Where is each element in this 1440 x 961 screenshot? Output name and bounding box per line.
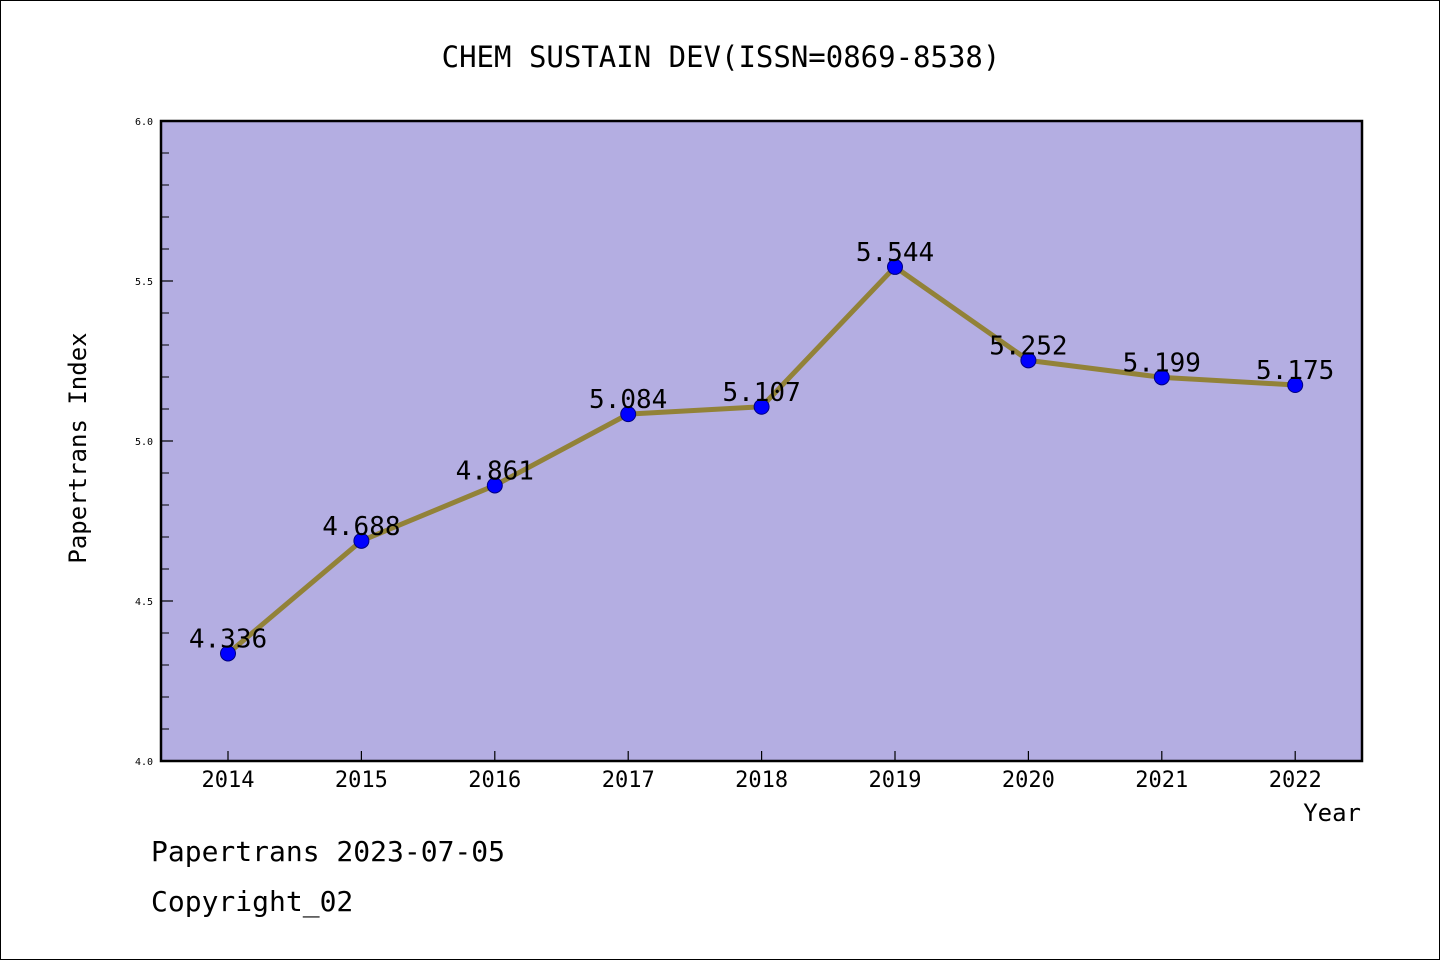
data-label: 5.252 xyxy=(989,331,1067,361)
x-tick-label: 2021 xyxy=(1135,768,1188,793)
data-label: 4.336 xyxy=(189,624,267,654)
data-label: 5.544 xyxy=(856,238,934,268)
data-point xyxy=(353,532,370,549)
x-axis-label: Year xyxy=(1303,799,1361,827)
data-point xyxy=(220,645,236,662)
series-line-group: 4.336 4.688 4.861 5.084 5.107 5.544 5.252 5.199… xyxy=(189,238,1334,662)
y-tick-label: 5.5 xyxy=(135,277,153,288)
data-point xyxy=(1287,377,1304,393)
data-point xyxy=(620,406,637,423)
data-point xyxy=(1020,352,1037,369)
x-tick-label: 2016 xyxy=(468,768,521,793)
data-point xyxy=(887,258,903,275)
x-tick-label: 2020 xyxy=(1002,768,1055,793)
x-axis: 2014 2015 2016 2017 2018 2019 2020 2021 2022 xyxy=(202,751,1322,793)
data-label: 5.175 xyxy=(1256,356,1334,386)
data-point xyxy=(1153,369,1170,386)
x-tick-label: 2015 xyxy=(335,768,388,793)
footer-copyright: Copyright_02 xyxy=(151,885,354,918)
data-label: 4.688 xyxy=(322,512,400,542)
data-label: 5.084 xyxy=(589,385,667,415)
data-point xyxy=(753,398,770,415)
x-tick-label: 2017 xyxy=(602,768,655,793)
y-tick-label: 5.0 xyxy=(135,437,153,448)
x-tick-label: 2014 xyxy=(202,768,255,793)
data-label: 4.861 xyxy=(456,456,534,486)
data-label: 5.199 xyxy=(1123,348,1201,378)
data-point xyxy=(486,477,503,494)
footer-date: Papertrans 2023-07-05 xyxy=(151,835,506,868)
y-axis: 4.0 4.5 5.0 5.5 6.0 xyxy=(135,117,173,768)
chart-title: CHEM SUSTAIN DEV(ISSN=0869-8538) xyxy=(442,40,1001,74)
y-axis-label: Papertrans Index xyxy=(64,332,92,563)
x-tick-label: 2019 xyxy=(869,768,922,793)
y-tick-label: 4.5 xyxy=(135,597,153,608)
data-label: 5.107 xyxy=(722,378,800,408)
x-tick-label: 2018 xyxy=(735,768,788,793)
y-tick-label: 4.0 xyxy=(135,757,153,768)
x-tick-label: 2022 xyxy=(1269,768,1322,793)
y-tick-label: 6.0 xyxy=(135,117,153,128)
plot-area xyxy=(159,119,1364,763)
